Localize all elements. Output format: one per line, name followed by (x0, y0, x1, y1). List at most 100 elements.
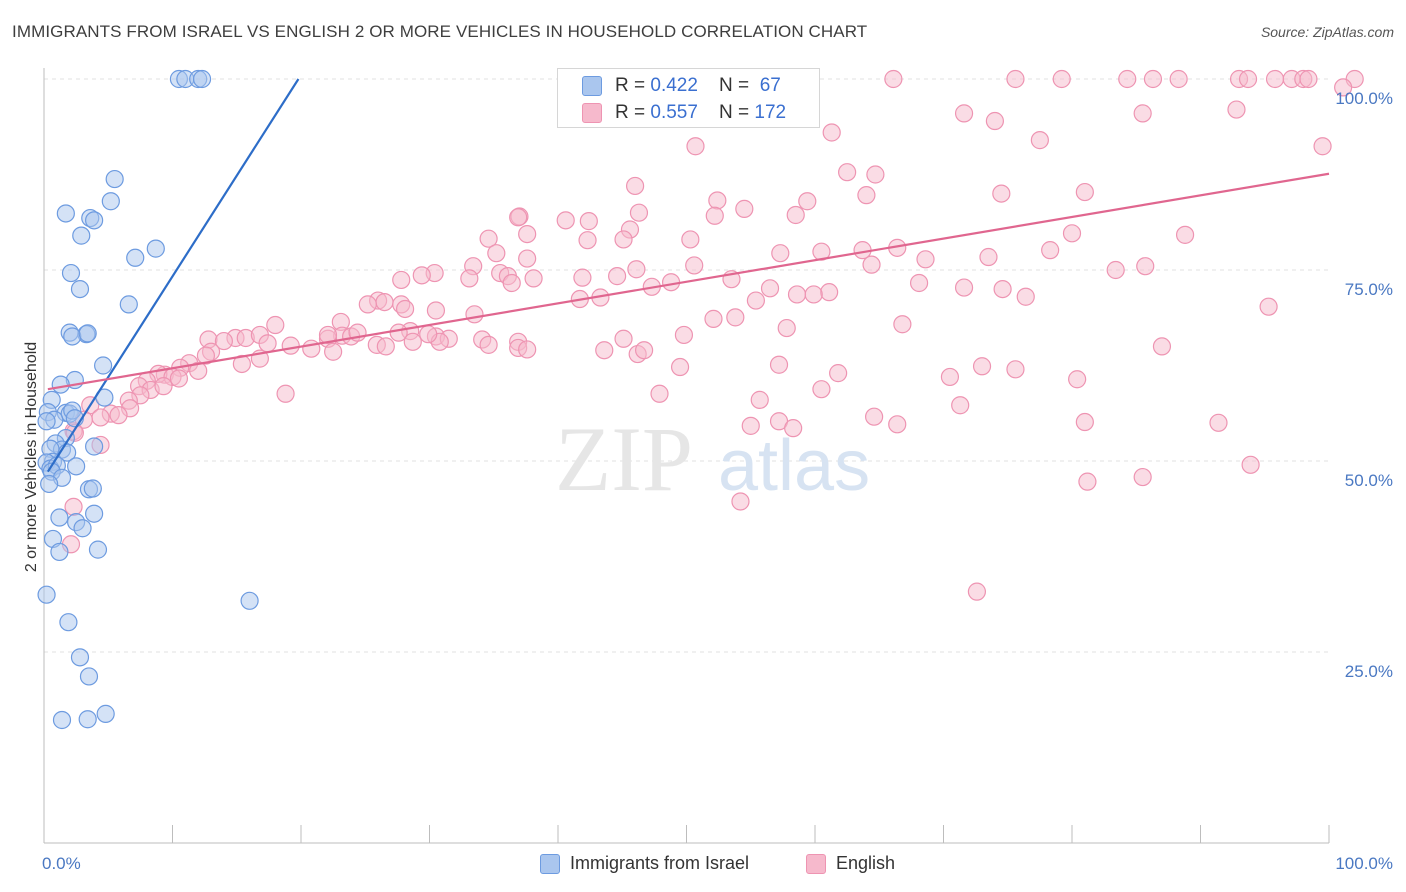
english-point-160 (670, 357, 690, 377)
israel-point-61 (96, 704, 115, 723)
english-point-24 (625, 176, 645, 196)
english-point-168 (888, 415, 907, 434)
english-point-79 (787, 285, 807, 304)
english-point-153 (276, 384, 295, 403)
israel-trend-line (46, 78, 300, 473)
english-point-4 (1143, 69, 1163, 89)
english-point-32 (786, 205, 805, 225)
english-point-124 (403, 332, 422, 351)
english-point-162 (650, 384, 669, 403)
english-point-157 (595, 341, 614, 360)
x-tick-label-1: 100.0% (1335, 854, 1393, 873)
english-point-87 (375, 292, 394, 312)
english-point-66 (524, 269, 543, 288)
english-point-46 (1041, 241, 1060, 260)
english-point-167 (865, 407, 884, 426)
english-point-31 (629, 203, 649, 222)
english-point-76 (820, 283, 839, 302)
english-point-161 (940, 367, 960, 387)
english-point-3 (1118, 69, 1137, 89)
english-point-174 (1241, 455, 1260, 474)
israel-point-54 (37, 585, 56, 604)
english-point-104 (479, 335, 498, 354)
english-point-20 (686, 137, 705, 156)
israel-point-21 (51, 375, 70, 394)
english-point-170 (1075, 412, 1094, 432)
english-point-19 (1030, 131, 1049, 150)
english-point-181 (731, 492, 750, 511)
english-point-180 (972, 357, 992, 376)
english-point-96 (893, 315, 912, 334)
english-point-148 (91, 408, 110, 427)
english-point-18 (822, 123, 841, 142)
legend-label-english: English (836, 853, 896, 873)
r-label-israel: R = (615, 75, 651, 96)
english-point-44 (681, 230, 700, 249)
english-point-16 (954, 104, 974, 123)
english-point-88 (358, 295, 377, 314)
israel-point-56 (59, 613, 78, 632)
english-point-56 (685, 256, 704, 275)
english-point-59 (627, 260, 646, 279)
english-point-92 (465, 305, 484, 324)
english-point-17 (985, 111, 1005, 131)
english-point-114 (214, 331, 233, 351)
israel-point-30 (37, 412, 56, 431)
english-point-73 (909, 273, 929, 293)
israel-point-53 (50, 542, 69, 562)
english-point-179 (1152, 337, 1172, 356)
english-point-13 (1334, 78, 1353, 97)
israel-point-4 (105, 169, 124, 189)
english-point-115 (258, 334, 277, 353)
israel-point-5 (101, 192, 120, 211)
english-point-15 (1133, 104, 1152, 123)
israel-point-58 (79, 667, 99, 686)
r-value-israel: 0.422 (650, 75, 698, 96)
legend-swatch-english (582, 103, 602, 123)
english-point-125 (376, 337, 395, 356)
english-point-11 (1299, 69, 1318, 89)
english-point-51 (487, 244, 506, 263)
watermark-zip: ZIP (555, 408, 693, 510)
english-point-133 (189, 361, 208, 380)
israel-point-47 (85, 504, 104, 523)
english-point-171 (812, 380, 831, 399)
english-point-137 (169, 369, 189, 388)
israel-point-13 (70, 280, 90, 299)
legend-label-israel: Immigrants from Israel (570, 853, 750, 873)
israel-point-57 (70, 648, 90, 667)
english-point-71 (392, 270, 411, 290)
israel-point-50 (73, 519, 92, 538)
english-point-26 (857, 186, 876, 205)
english-point-155 (674, 325, 694, 345)
tick-labels: 25.0% 50.0% 75.0% 100.0% 0.0% 100.0% (42, 89, 1393, 873)
y-tick-label-3: 100.0% (1335, 89, 1393, 108)
english-point-25 (992, 184, 1011, 203)
english-point-1 (1006, 69, 1025, 89)
israel-point-10 (146, 239, 165, 258)
english-point-42 (578, 231, 597, 250)
series-legend: Immigrants from Israel English (0, 852, 1406, 878)
english-point-57 (1136, 257, 1155, 276)
english-point-129 (196, 346, 216, 365)
r-label-english: R = (615, 102, 651, 123)
english-point-74 (954, 278, 974, 297)
israel-point-46 (83, 479, 102, 498)
israel-point-60 (78, 710, 97, 729)
legend-swatch-israel (582, 76, 602, 96)
watermark: ZIP atlas (555, 408, 870, 510)
english-point-7 (1238, 69, 1258, 89)
y-tick-label-0: 25.0% (1345, 662, 1393, 681)
english-point-84 (746, 291, 765, 310)
english-point-69 (412, 266, 431, 285)
english-point-166 (951, 396, 970, 415)
english-point-2 (1052, 69, 1071, 89)
english-point-126 (324, 342, 343, 361)
english-point-97 (777, 318, 796, 338)
israel-point-6 (56, 204, 75, 223)
israel-point-11 (126, 248, 145, 267)
english-point-21 (1313, 137, 1332, 156)
legend-row-israel: R = 0.422 N = 67 (558, 73, 819, 99)
r-value-english: 0.557 (650, 102, 698, 123)
english-point-55 (862, 255, 881, 274)
